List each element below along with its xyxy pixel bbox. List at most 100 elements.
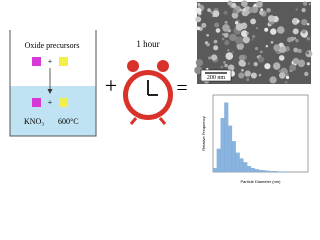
precursor-a xyxy=(32,57,41,66)
particle xyxy=(201,22,207,28)
histogram-bar xyxy=(220,117,225,173)
particle xyxy=(232,9,237,14)
particle xyxy=(251,38,254,41)
particle xyxy=(266,8,271,13)
particle xyxy=(210,10,214,14)
leg xyxy=(129,117,138,125)
precursor-b xyxy=(59,57,68,66)
particle xyxy=(306,37,311,41)
bell xyxy=(157,60,169,72)
particle xyxy=(246,31,249,35)
particle xyxy=(207,8,212,13)
particle xyxy=(295,39,299,43)
histogram-bar xyxy=(239,158,244,173)
particle xyxy=(211,54,218,61)
particle xyxy=(301,29,306,34)
histogram-bar xyxy=(235,152,240,173)
histogram-bar xyxy=(269,171,274,173)
particle xyxy=(223,61,226,64)
particle xyxy=(244,70,251,77)
particle xyxy=(223,10,228,15)
particle xyxy=(224,40,230,46)
plus-operator: + xyxy=(105,73,117,98)
particle xyxy=(222,24,230,32)
histogram-bar xyxy=(224,102,229,173)
particle xyxy=(221,33,225,36)
particle xyxy=(206,34,209,37)
particle xyxy=(234,21,239,25)
graphical-abstract: Oxide precursors + + KNO₃ 600°C + 1 hour… xyxy=(9,0,313,184)
scale-bar-box xyxy=(200,69,232,82)
precursor-label: Oxide precursors xyxy=(25,41,80,50)
particle xyxy=(224,63,228,68)
particle xyxy=(239,8,243,12)
precursor-b xyxy=(59,98,68,107)
histogram-bar xyxy=(216,148,221,173)
particle xyxy=(259,50,263,54)
particle xyxy=(250,6,254,10)
particle xyxy=(264,27,269,32)
particle xyxy=(253,62,258,67)
particle xyxy=(208,56,212,60)
particle xyxy=(273,62,281,70)
temperature-label: 600°C xyxy=(58,117,79,126)
particle xyxy=(235,23,244,31)
particle xyxy=(279,46,287,53)
particle xyxy=(278,55,285,61)
particle xyxy=(270,41,274,44)
particle xyxy=(231,2,237,8)
histogram-bar xyxy=(262,170,267,173)
particle xyxy=(250,72,257,79)
particle xyxy=(258,56,265,63)
particle xyxy=(251,34,256,39)
histogram-bar xyxy=(212,168,217,173)
particle xyxy=(221,37,225,41)
particle xyxy=(264,63,271,70)
particle xyxy=(292,57,299,65)
particle xyxy=(293,47,299,53)
particle xyxy=(294,18,298,22)
precursor-a xyxy=(32,98,41,107)
particle xyxy=(194,66,203,75)
histogram-bar xyxy=(247,166,252,173)
particle xyxy=(241,30,248,38)
particle xyxy=(296,19,300,23)
particle xyxy=(287,37,292,43)
particle xyxy=(258,73,262,77)
molten-salt xyxy=(10,86,96,136)
particle xyxy=(224,20,228,24)
particle xyxy=(247,62,250,65)
particle xyxy=(252,6,258,13)
particle xyxy=(225,52,234,60)
particle xyxy=(305,51,310,55)
particle xyxy=(223,32,229,38)
arrow-head xyxy=(47,89,53,94)
particle xyxy=(284,81,288,84)
particle xyxy=(269,76,277,84)
particle xyxy=(302,32,308,38)
particle xyxy=(231,51,234,54)
particle xyxy=(301,8,306,13)
beaker xyxy=(9,30,97,137)
particle xyxy=(227,64,235,72)
particle xyxy=(231,12,239,19)
histogram-bar xyxy=(231,141,236,173)
particle xyxy=(241,69,244,72)
particle xyxy=(254,47,259,51)
particle xyxy=(259,10,264,16)
equals-operator: = xyxy=(176,78,187,100)
histogram-bar xyxy=(254,169,259,173)
particle xyxy=(285,75,290,80)
plus: + xyxy=(48,57,53,66)
particle xyxy=(238,72,245,79)
particle xyxy=(307,23,310,26)
particle xyxy=(227,49,230,52)
histogram-bar xyxy=(250,168,255,173)
particle xyxy=(213,45,219,51)
histogram: Relative Frequency Particle Diameter (nm) xyxy=(201,94,309,184)
particle xyxy=(278,70,281,73)
particle xyxy=(256,27,259,30)
x-axis-label: Particle Diameter (nm) xyxy=(240,179,281,184)
particle xyxy=(227,0,233,6)
particle xyxy=(256,55,260,59)
